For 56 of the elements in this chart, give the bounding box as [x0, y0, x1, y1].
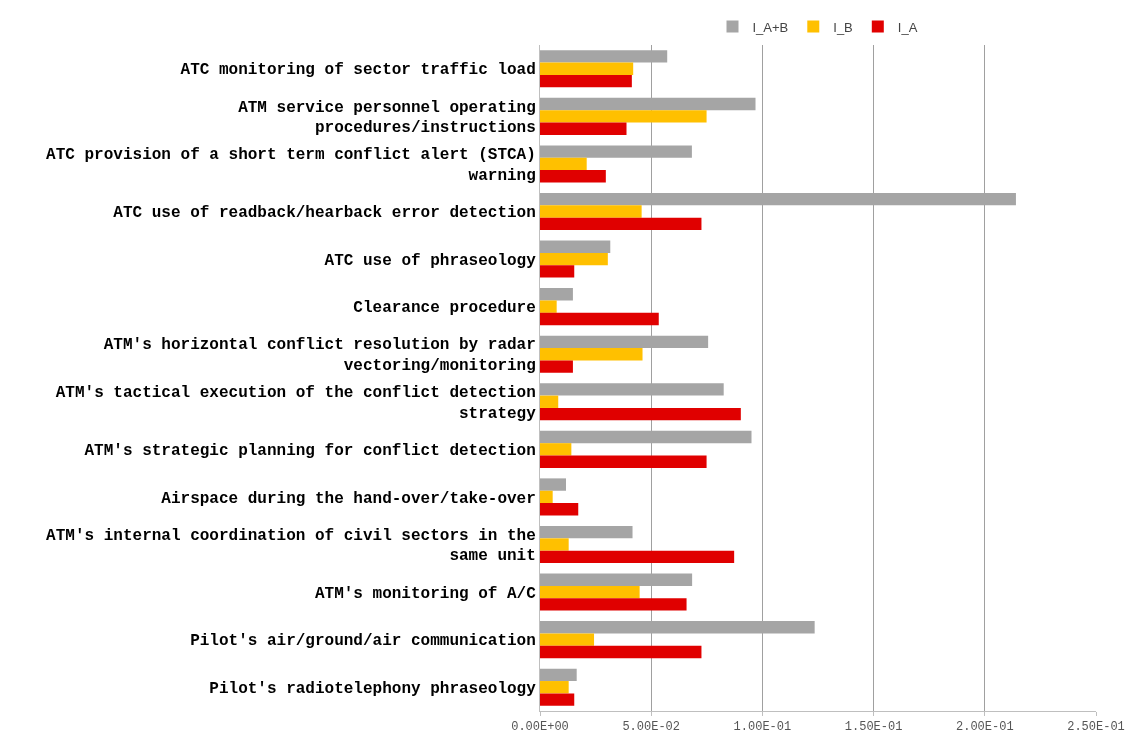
bar — [540, 681, 569, 694]
legend-label: I_A+B — [752, 19, 789, 35]
y-tick-label: ATM's monitoring of A/C — [314, 584, 537, 603]
bar — [540, 693, 575, 706]
y-tick-label: ATM service personnel operating procedures/instructions — [238, 98, 536, 138]
bar — [540, 550, 735, 564]
y-tick-label: Pilot's air/ground/air communication — [190, 632, 536, 651]
x-tick-label: 5.00E-02 — [622, 720, 680, 731]
y-tick-label: ATM's internal coordination of civil sectors in the same unit — [46, 526, 536, 566]
bar — [540, 395, 559, 408]
bar — [540, 74, 632, 88]
bar — [540, 205, 642, 218]
bar — [540, 443, 572, 456]
bar — [540, 538, 569, 551]
bar — [540, 217, 702, 231]
bar — [540, 525, 633, 539]
legend-label: I_A — [897, 19, 918, 35]
bar — [540, 633, 595, 646]
x-tick-label: 1.50E-01 — [844, 720, 903, 731]
bar — [540, 360, 573, 373]
bar — [540, 252, 608, 266]
bar — [540, 312, 659, 326]
x-tick-label: 2.00E-01 — [956, 720, 1014, 731]
y-tick-label: ATC provision of a short term conflict alert (STCA) warning — [46, 146, 536, 185]
bar — [540, 110, 707, 123]
bar — [540, 407, 741, 421]
bar — [540, 645, 702, 659]
y-tick-label: Pilot's radiotelephony phraseology — [209, 679, 537, 698]
y-tick-label: Clearance procedure — [353, 299, 536, 318]
bar — [540, 170, 606, 183]
bar — [540, 478, 567, 491]
bar — [540, 455, 707, 468]
bar — [540, 598, 687, 611]
y-tick-label: ATM's tactical execution of the conflict detection strategy — [55, 383, 537, 423]
x-tick-label: 1.00E-01 — [733, 720, 792, 731]
bar — [540, 348, 643, 361]
bar — [540, 300, 557, 313]
x-tick-label: 2.50E-01 — [1067, 720, 1125, 731]
legend-label: I_B — [833, 19, 853, 35]
bar — [540, 503, 579, 516]
bar — [540, 157, 587, 171]
y-tick-label: ATM's horizontal conflict resolution by radar vectoring/monitoring — [103, 336, 536, 376]
bar — [540, 62, 634, 75]
bar — [540, 288, 573, 301]
bar — [540, 265, 575, 278]
y-tick-label: ATM's strategic planning for conflict detection — [84, 441, 536, 460]
bar — [540, 490, 553, 504]
bar — [540, 240, 611, 253]
bar — [540, 668, 577, 682]
bar — [540, 585, 640, 599]
x-tick-label: 0.00E+00 — [511, 720, 569, 731]
y-tick-label: ATC use of readback/hearback error detection — [113, 204, 536, 223]
bar — [540, 122, 627, 135]
y-tick-label: ATC monitoring of sector traffic load — [180, 61, 536, 80]
y-tick-label: ATC use of phraseology — [324, 251, 537, 270]
y-tick-label: Airspace during the hand-over/take-over — [161, 489, 536, 508]
